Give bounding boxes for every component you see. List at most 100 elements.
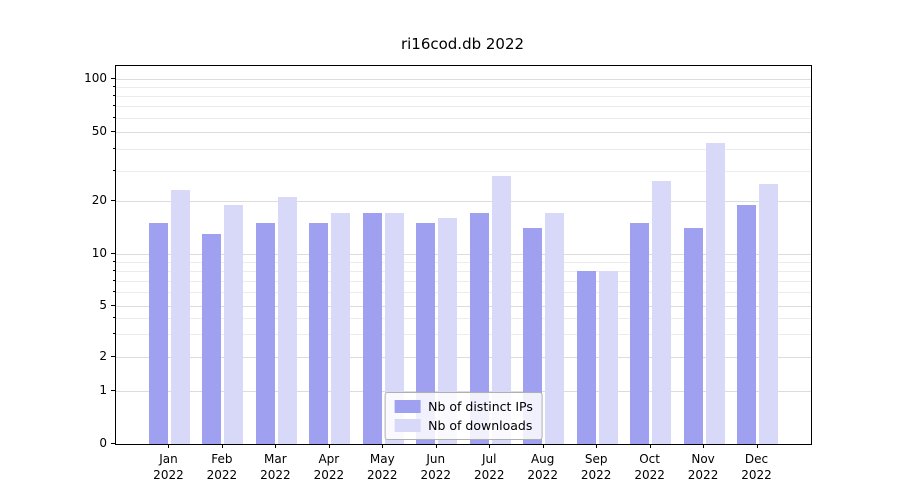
gridline-major-5	[116, 306, 811, 308]
x-tick-label-sep: Sep 2022	[581, 452, 612, 483]
bar-downloads-aug	[545, 213, 565, 444]
gridline-major-2	[116, 357, 811, 359]
x-tick-month: Feb	[211, 452, 233, 466]
bar-distinct-ips-sep	[576, 270, 596, 444]
x-tick-year: 2022	[206, 467, 238, 482]
bar-distinct-ips-aug	[523, 228, 543, 444]
legend-label-1: Nb of downloads	[428, 418, 533, 433]
x-tick-label-jun: Jun 2022	[420, 452, 451, 483]
y-tick-mark-2	[111, 356, 115, 358]
bar-distinct-ips-feb	[202, 233, 222, 444]
gridline-minor-90	[116, 86, 811, 88]
y-tick-mark-50	[111, 131, 115, 133]
bar-distinct-ips-nov	[683, 228, 703, 444]
y-minor-tick-mark-3	[113, 333, 115, 335]
y-minor-tick-mark-4	[113, 317, 115, 319]
legend: Nb of distinct IPs Nb of downloads	[384, 392, 543, 440]
legend-swatch-0	[394, 400, 421, 413]
x-tick-year: 2022	[527, 467, 558, 482]
bar-distinct-ips-apr	[309, 222, 329, 444]
y-minor-tick-mark-9	[113, 260, 115, 262]
bar-distinct-ips-dec	[737, 204, 757, 444]
bar-downloads-jun	[438, 217, 458, 444]
x-tick-mark-jan	[168, 444, 170, 448]
y-minor-tick-mark-7	[113, 279, 115, 281]
bar-downloads-oct	[652, 181, 672, 444]
bar-downloads-feb	[224, 204, 244, 444]
bar-downloads-may	[384, 213, 404, 444]
x-axis: Jan 2022 Feb 2022 Mar 2022 Apr 2022 May 2022 Jun 20…	[0, 452, 900, 496]
x-tick-year: 2022	[687, 467, 719, 482]
y-tick-mark-0	[111, 443, 115, 444]
bar-downloads-dec	[759, 184, 779, 444]
x-tick-month: Sep	[584, 452, 608, 466]
x-tick-year: 2022	[313, 467, 345, 482]
x-tick-mark-oct	[649, 444, 651, 448]
y-tick-mark-1	[111, 390, 115, 392]
gridline-minor-4	[116, 318, 811, 320]
y-tick-mark-5	[111, 305, 115, 307]
x-tick-month: Jul	[481, 452, 497, 466]
x-tick-month: Aug	[530, 452, 555, 466]
x-tick-mark-feb	[221, 444, 223, 448]
bar-downloads-jan	[170, 190, 190, 444]
gridline-minor-60	[116, 118, 811, 120]
bar-distinct-ips-oct	[630, 222, 650, 444]
bar-downloads-nov	[705, 143, 725, 444]
x-tick-month: Mar	[264, 452, 287, 466]
x-tick-mark-dec	[756, 444, 758, 448]
gridline-major-50	[116, 132, 811, 134]
x-tick-year: 2022	[473, 467, 505, 482]
y-tick-label-2: 2	[99, 349, 107, 364]
x-tick-mark-aug	[542, 444, 544, 448]
x-tick-mark-mar	[275, 444, 277, 448]
x-tick-month: Jun	[426, 452, 446, 466]
x-tick-month: Nov	[691, 452, 715, 466]
x-tick-mark-may	[382, 444, 384, 448]
y-minor-tick-mark-90	[113, 85, 115, 87]
y-tick-label-1: 1	[99, 383, 107, 398]
y-tick-mark-10	[111, 252, 115, 254]
y-tick-label-5: 5	[99, 298, 107, 313]
x-tick-mark-jul	[489, 444, 491, 448]
x-tick-label-may: May 2022	[367, 452, 398, 483]
gridline-minor-70	[116, 106, 811, 108]
gridline-minor-7	[116, 280, 811, 282]
bar-distinct-ips-jan	[148, 222, 168, 444]
y-tick-label-100: 100	[84, 70, 107, 85]
x-tick-mark-apr	[328, 444, 330, 448]
y-minor-tick-mark-80	[113, 95, 115, 96]
x-tick-label-mar: Mar 2022	[260, 452, 291, 483]
gridline-major-10	[116, 253, 811, 255]
bar-downloads-mar	[277, 197, 297, 444]
x-tick-year: 2022	[580, 467, 612, 482]
gridline-minor-3	[116, 334, 811, 336]
x-tick-month: Jan	[159, 452, 178, 466]
gridline-major-20	[116, 200, 811, 202]
gridline-minor-80	[116, 96, 811, 97]
y-tick-mark-20	[111, 199, 115, 201]
y-minor-tick-mark-70	[113, 105, 115, 107]
bar-distinct-ips-may	[362, 213, 382, 444]
x-tick-label-apr: Apr 2022	[314, 452, 345, 483]
x-tick-label-jul: Jul 2022	[474, 452, 505, 483]
x-tick-label-aug: Aug 2022	[527, 452, 558, 483]
gridline-minor-40	[116, 148, 811, 150]
gridline-minor-30	[116, 170, 811, 172]
y-tick-label-0: 0	[99, 436, 107, 450]
y-minor-tick-mark-60	[113, 117, 115, 119]
y-tick-label-50: 50	[91, 124, 107, 139]
x-tick-label-dec: Dec 2022	[741, 452, 772, 483]
x-tick-label-nov: Nov 2022	[688, 452, 719, 483]
x-tick-label-oct: Oct 2022	[634, 452, 665, 483]
x-tick-month: Dec	[744, 452, 769, 466]
gridline-minor-8	[116, 270, 811, 272]
bar-distinct-ips-jul	[469, 213, 489, 444]
bar-downloads-apr	[331, 213, 351, 444]
legend-swatch-1	[394, 419, 421, 432]
x-tick-label-feb: Feb 2022	[207, 452, 238, 483]
y-minor-tick-mark-40	[113, 147, 115, 149]
y-tick-label-10: 10	[91, 245, 107, 260]
x-tick-year: 2022	[260, 467, 291, 482]
